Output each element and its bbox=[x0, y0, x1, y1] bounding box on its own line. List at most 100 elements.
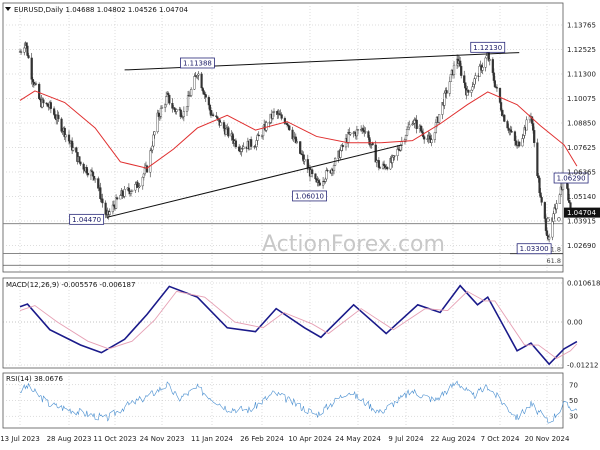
candle-body bbox=[473, 78, 476, 85]
candle-body bbox=[295, 141, 299, 143]
candle-body bbox=[318, 182, 321, 186]
candle-body bbox=[536, 142, 539, 177]
candle-body bbox=[179, 109, 182, 117]
candle-body bbox=[378, 167, 382, 169]
candle-body bbox=[543, 202, 546, 219]
axes: 13 Jul 2023 28 Aug 2023 11 Oct 2023 24 Nov … bbox=[0, 22, 600, 443]
candle-body bbox=[537, 175, 540, 179]
candle-body bbox=[288, 125, 291, 131]
x-tick-label: 13 Jul 2023 bbox=[0, 435, 40, 443]
watermark: ActionForex.com bbox=[262, 232, 445, 257]
annotation-label: 1.03300 bbox=[520, 245, 549, 253]
x-tick-label: 11 Jan 2024 bbox=[191, 435, 234, 443]
candle-body bbox=[200, 73, 203, 89]
candle-body bbox=[152, 134, 155, 147]
candle-body bbox=[94, 178, 97, 180]
last-price-tag bbox=[564, 207, 600, 218]
candle-body bbox=[407, 126, 410, 130]
candle-body bbox=[67, 134, 71, 142]
y-tick-label: 1.06365 bbox=[567, 169, 596, 177]
candle-body bbox=[280, 114, 283, 119]
candle-body bbox=[463, 75, 466, 83]
candle-body bbox=[509, 129, 512, 132]
candle-body bbox=[552, 213, 555, 222]
candle-body bbox=[355, 129, 359, 137]
candle-body bbox=[182, 111, 185, 117]
candle-body bbox=[97, 178, 100, 189]
candle-body bbox=[481, 67, 484, 71]
candle-body bbox=[255, 140, 258, 147]
candle-body bbox=[484, 57, 487, 68]
candle-body bbox=[190, 89, 193, 96]
candle-body bbox=[72, 147, 75, 151]
candle-body bbox=[433, 132, 436, 140]
rsi-pane: RSI(14) 38.0676 bbox=[6, 375, 578, 424]
candle-body bbox=[438, 114, 441, 123]
candle-body bbox=[399, 145, 402, 151]
macd-series-0 bbox=[19, 284, 578, 366]
candle-body bbox=[257, 134, 260, 137]
candle-body bbox=[42, 99, 45, 104]
candle-body bbox=[208, 104, 212, 111]
candle-body bbox=[60, 118, 63, 132]
candle-body bbox=[367, 131, 370, 138]
candle-body bbox=[272, 110, 276, 113]
macd-tick-label: 0.00 bbox=[567, 319, 583, 327]
candle-body bbox=[467, 90, 470, 93]
price-pane: 50.0FE 61.861.81.044701.113881.060101.12… bbox=[3, 6, 589, 266]
candle-body bbox=[299, 141, 302, 154]
candle-body bbox=[434, 122, 438, 133]
candle-body bbox=[491, 59, 494, 73]
candle-body bbox=[419, 125, 423, 132]
annotation-box bbox=[292, 190, 327, 202]
candle-body bbox=[46, 103, 49, 107]
candle-body bbox=[26, 45, 29, 56]
candle-body bbox=[38, 83, 41, 99]
candle-body bbox=[222, 122, 226, 129]
candles bbox=[18, 41, 579, 243]
candle-body bbox=[19, 51, 23, 53]
candle-body bbox=[499, 102, 503, 111]
x-tick-label: 24 Nov 2023 bbox=[140, 435, 185, 443]
candle-body bbox=[197, 73, 200, 76]
candle-body bbox=[85, 167, 88, 174]
candle-body bbox=[325, 170, 328, 180]
annotation-box bbox=[470, 41, 506, 53]
pane-frame-1 bbox=[2, 277, 564, 369]
candle-body bbox=[75, 147, 78, 153]
candle-body bbox=[27, 55, 30, 59]
trendline-0 bbox=[106, 144, 402, 218]
candle-body bbox=[382, 163, 386, 166]
candle-body bbox=[311, 169, 314, 175]
candle-body bbox=[123, 189, 126, 197]
candle-body bbox=[474, 75, 477, 80]
x-tick-label: 22 Aug 2024 bbox=[431, 435, 476, 443]
candle-body bbox=[525, 119, 528, 131]
candle-body bbox=[127, 187, 130, 192]
candle-body bbox=[488, 59, 491, 61]
candle-body bbox=[303, 159, 306, 162]
candle-body bbox=[445, 90, 448, 94]
candle-body bbox=[227, 127, 230, 137]
candle-body bbox=[452, 64, 456, 75]
candle-body bbox=[538, 177, 541, 194]
candle-body bbox=[79, 161, 82, 165]
annotation-box bbox=[180, 57, 215, 69]
candle-body bbox=[149, 150, 152, 173]
candle-body bbox=[471, 86, 474, 91]
candle-body bbox=[555, 203, 558, 210]
candle-body bbox=[393, 155, 396, 157]
candle-body bbox=[202, 90, 205, 95]
y-tick-label: 1.13765 bbox=[567, 22, 596, 30]
candle-body bbox=[101, 198, 104, 204]
candle-body bbox=[216, 116, 219, 119]
candle-body bbox=[349, 132, 352, 135]
y-tick-label: 1.10075 bbox=[567, 95, 596, 103]
candle-body bbox=[173, 107, 176, 110]
candle-body bbox=[64, 134, 67, 138]
macd-pane-title: MACD(12,26,9) -0.005576 -0.006187 bbox=[6, 281, 135, 289]
candle-body bbox=[324, 178, 327, 182]
collapse-arrow-icon bbox=[5, 7, 11, 11]
candle-body bbox=[204, 94, 207, 98]
